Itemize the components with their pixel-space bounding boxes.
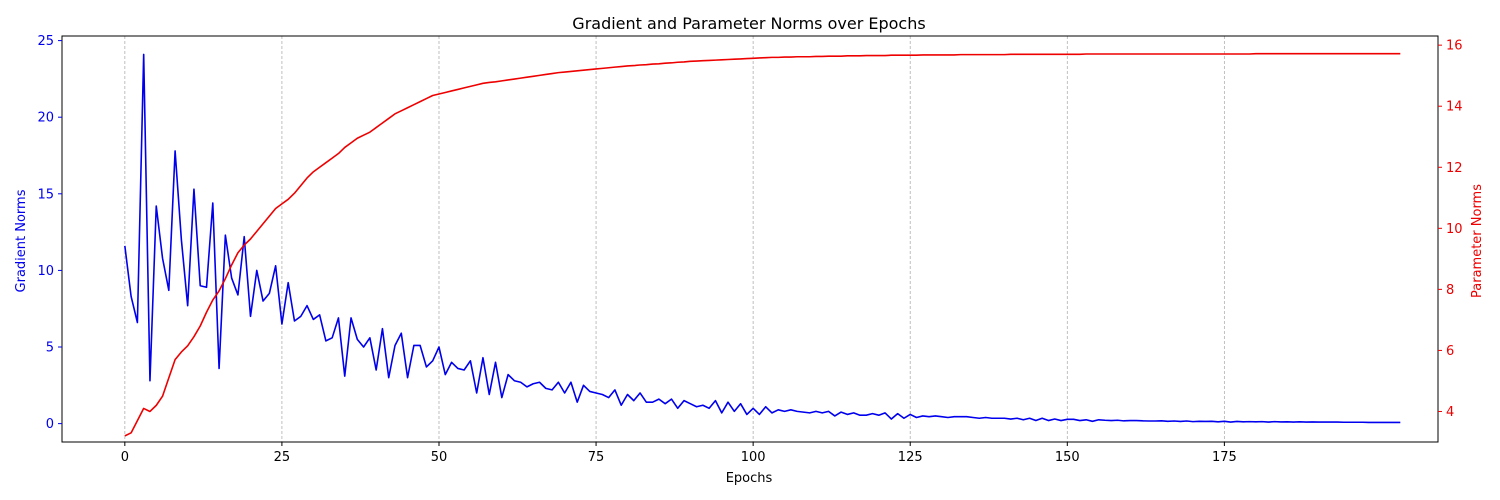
x-tick-label: 175: [1212, 450, 1237, 465]
y-right-tick-label: 4: [1446, 405, 1454, 420]
y-right-axis-ticks: 4 6 8 10 12 14 16: [1438, 39, 1463, 420]
x-axis-label: Epochs: [726, 471, 773, 486]
y-right-tick-label: 16: [1446, 39, 1463, 54]
x-tick-label: 75: [588, 450, 605, 465]
y-right-tick-label: 6: [1446, 344, 1454, 359]
x-tick-label: 50: [431, 450, 448, 465]
plot-area-frame: [61, 35, 1439, 443]
y-right-tick-label: 12: [1446, 161, 1463, 176]
y-right-tick-label: 14: [1446, 100, 1463, 115]
y-left-tick-label: 0: [46, 417, 54, 432]
x-tick-label: 0: [121, 450, 129, 465]
x-axis-ticks: 0 25 50 75 100 125 150 175: [121, 442, 1237, 465]
y-left-tick-label: 20: [37, 111, 54, 126]
series-layer: [124, 52, 1401, 437]
y-left-axis-label: Gradient Norms: [14, 189, 29, 292]
y-left-axis-ticks: 0 5 10 15 20 25: [37, 34, 62, 432]
y-left-tick-label: 25: [37, 34, 54, 49]
gradient-norms-line: [124, 53, 1401, 424]
x-tick-label: 100: [741, 450, 766, 465]
y-left-tick-label: 15: [37, 187, 54, 202]
x-tick-label: 150: [1055, 450, 1080, 465]
x-tick-label: 125: [898, 450, 923, 465]
parameter-norms-line: [124, 52, 1401, 437]
y-right-tick-label: 10: [1446, 222, 1463, 237]
chart-title: Gradient and Parameter Norms over Epochs: [572, 14, 925, 33]
vertical-grid: [124, 36, 1225, 442]
y-left-tick-label: 10: [37, 264, 54, 279]
y-left-tick-label: 5: [46, 341, 54, 356]
x-tick-label: 25: [274, 450, 291, 465]
y-right-axis-label: Parameter Norms: [1470, 184, 1485, 298]
y-right-tick-label: 8: [1446, 283, 1454, 298]
